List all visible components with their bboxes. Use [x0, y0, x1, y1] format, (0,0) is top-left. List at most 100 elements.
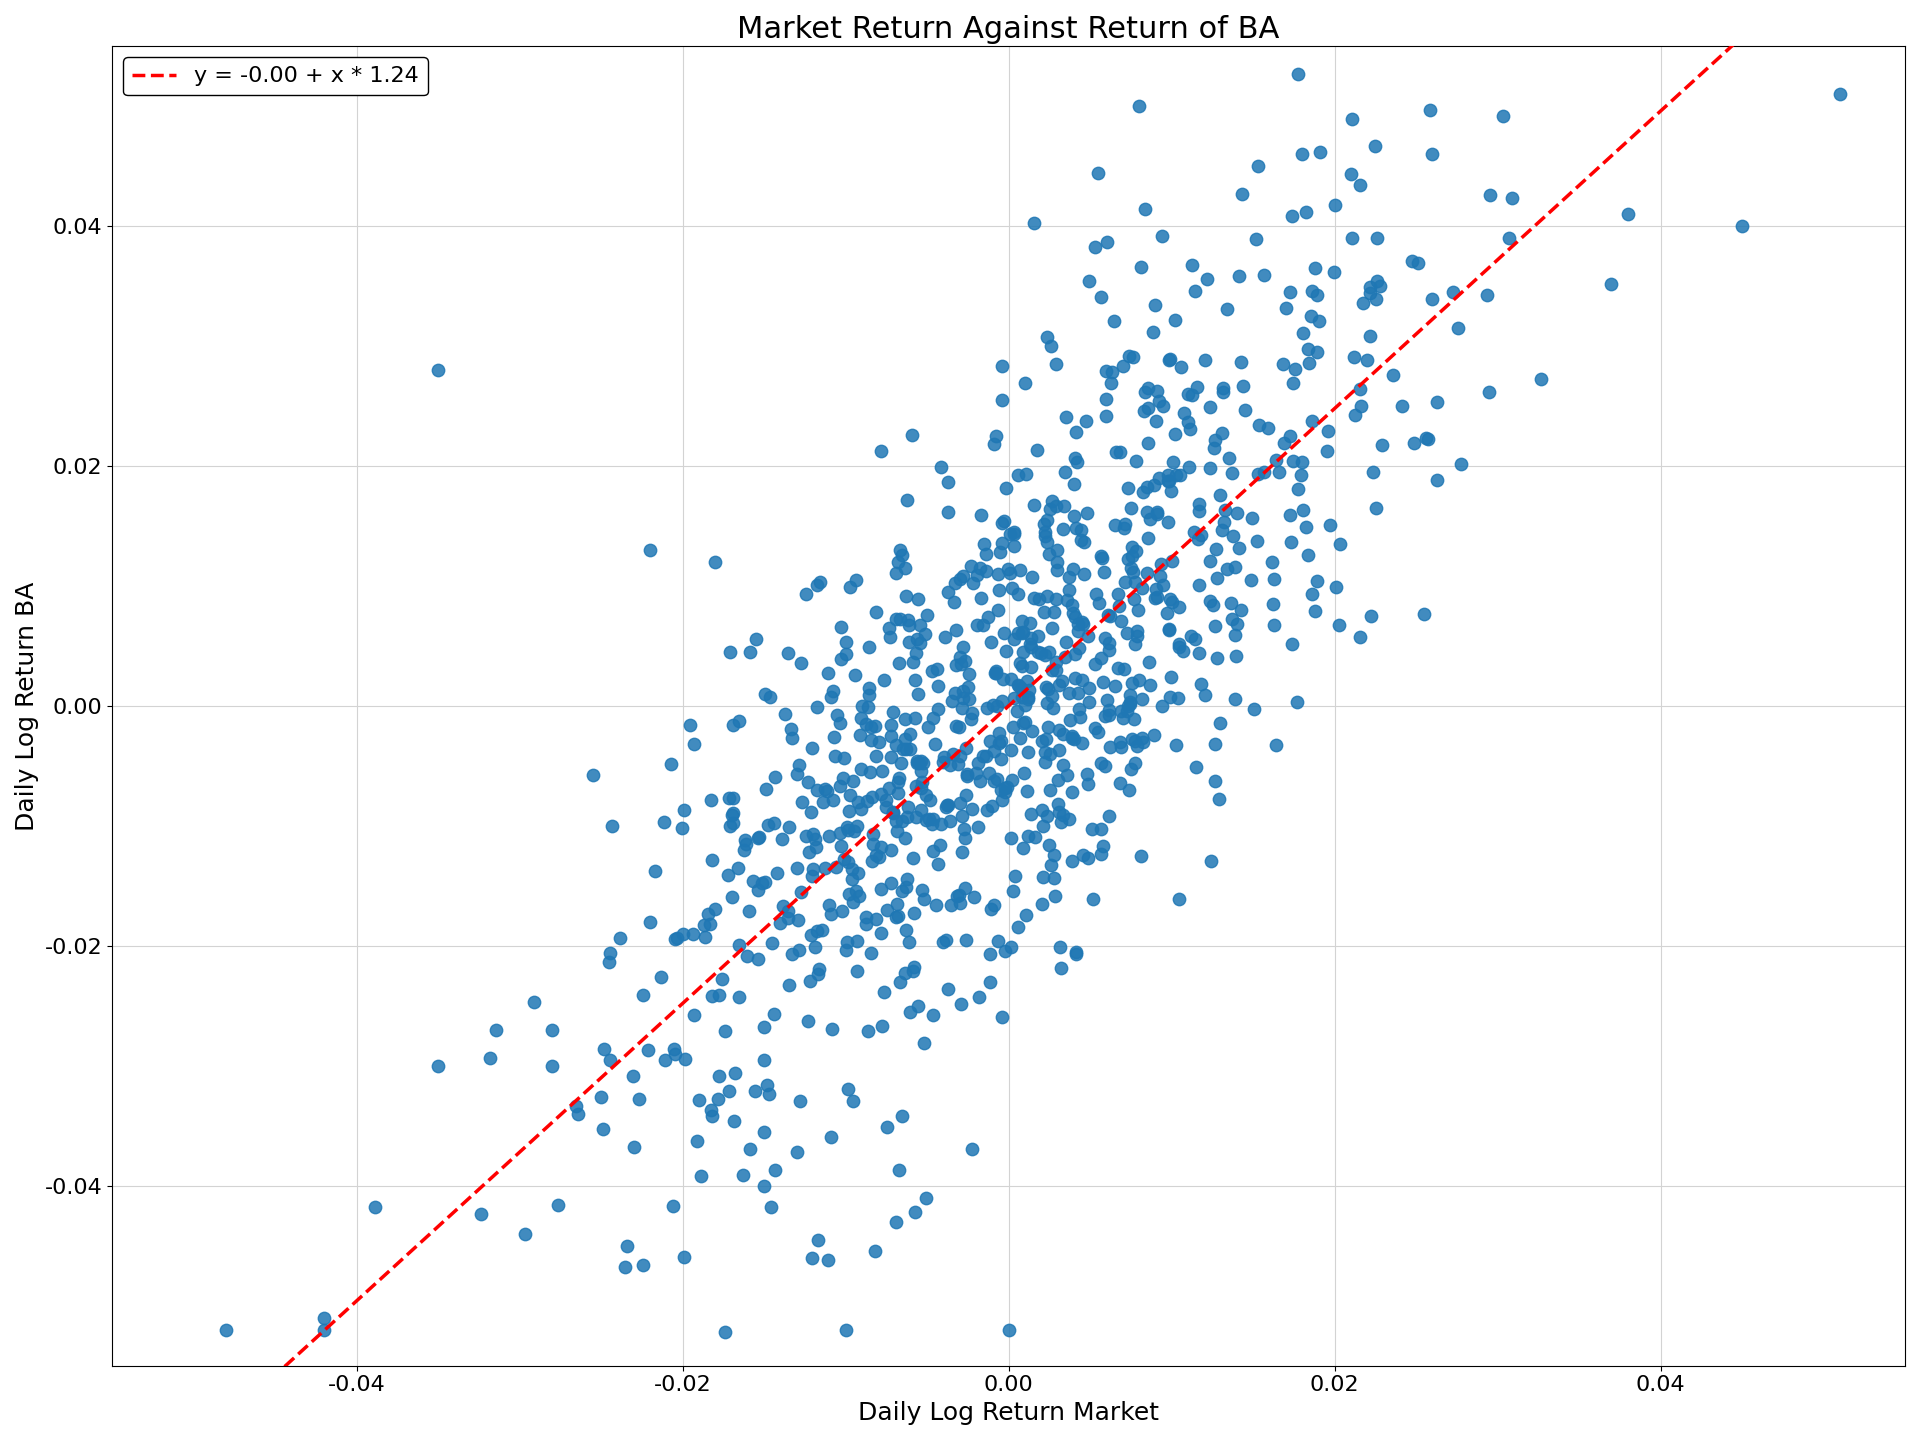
Point: [947, 841, 977, 864]
Point: [1112, 621, 1142, 644]
Point: [1359, 497, 1390, 520]
Point: [941, 619, 972, 642]
Point: [1271, 297, 1302, 320]
Point: [1361, 287, 1392, 310]
Point: [586, 1086, 616, 1109]
Point: [1119, 730, 1150, 753]
Point: [1269, 432, 1300, 455]
Point: [741, 628, 772, 651]
Point: [1043, 768, 1073, 791]
Point: [1156, 588, 1187, 611]
Point: [964, 986, 995, 1009]
Point: [1181, 376, 1212, 399]
Point: [910, 809, 941, 832]
Point: [948, 818, 979, 841]
Point: [933, 580, 964, 603]
Point: [1225, 350, 1256, 373]
Point: [906, 750, 937, 773]
Point: [1016, 612, 1046, 635]
Point: [774, 815, 804, 838]
Point: [689, 924, 720, 948]
Point: [860, 1240, 891, 1263]
Point: [1116, 757, 1146, 780]
Point: [897, 959, 927, 982]
Point: [814, 894, 845, 917]
Point: [803, 1228, 833, 1251]
Point: [1066, 528, 1096, 552]
Point: [1039, 886, 1069, 909]
Point: [845, 723, 876, 746]
Point: [1283, 691, 1313, 714]
Point: [1175, 418, 1206, 441]
Point: [1227, 183, 1258, 206]
Point: [956, 707, 987, 730]
Point: [1208, 376, 1238, 399]
Point: [939, 572, 970, 595]
Point: [1092, 688, 1123, 711]
Point: [1058, 557, 1089, 580]
Point: [795, 969, 826, 992]
Point: [1054, 708, 1085, 732]
Point: [1054, 579, 1085, 602]
Point: [918, 840, 948, 863]
Point: [889, 827, 920, 850]
Point: [904, 613, 935, 636]
Point: [945, 645, 975, 668]
Point: [716, 804, 747, 827]
Point: [1123, 598, 1154, 621]
Point: [891, 919, 922, 942]
Point: [1223, 264, 1254, 287]
Point: [816, 685, 847, 708]
Point: [829, 848, 860, 871]
Point: [960, 762, 991, 785]
Point: [684, 1089, 714, 1112]
Point: [899, 707, 929, 730]
Point: [803, 963, 833, 986]
Point: [1071, 772, 1102, 795]
Point: [1148, 575, 1179, 598]
Point: [509, 1223, 540, 1246]
Point: [1044, 956, 1075, 979]
Point: [881, 733, 912, 756]
Point: [674, 714, 705, 737]
Point: [1029, 513, 1060, 536]
Point: [718, 811, 749, 834]
Point: [751, 778, 781, 801]
Point: [1154, 619, 1185, 642]
Point: [1044, 936, 1075, 959]
Point: [806, 919, 837, 942]
Point: [1069, 409, 1100, 432]
Point: [1043, 792, 1073, 815]
Point: [889, 557, 920, 580]
Point: [718, 713, 749, 736]
Point: [1179, 520, 1210, 543]
Point: [866, 878, 897, 901]
Point: [737, 870, 768, 893]
Point: [820, 855, 851, 878]
Point: [1064, 612, 1094, 635]
Point: [945, 744, 975, 768]
Point: [943, 752, 973, 775]
Point: [1177, 253, 1208, 276]
Point: [1194, 396, 1225, 419]
Point: [899, 670, 929, 693]
Point: [1041, 658, 1071, 681]
Point: [866, 835, 897, 858]
Point: [1029, 521, 1060, 544]
Point: [866, 1014, 897, 1037]
Point: [818, 680, 849, 703]
Point: [1104, 595, 1135, 618]
Point: [812, 1248, 843, 1272]
Point: [1091, 626, 1121, 649]
Point: [668, 798, 699, 821]
Point: [885, 971, 916, 994]
Point: [699, 550, 730, 573]
Point: [1027, 815, 1058, 838]
Point: [1060, 420, 1091, 444]
Point: [922, 674, 952, 697]
Point: [1726, 215, 1757, 238]
Point: [624, 1087, 655, 1110]
Point: [1083, 592, 1114, 615]
Point: [968, 613, 998, 636]
Point: [1033, 678, 1064, 701]
